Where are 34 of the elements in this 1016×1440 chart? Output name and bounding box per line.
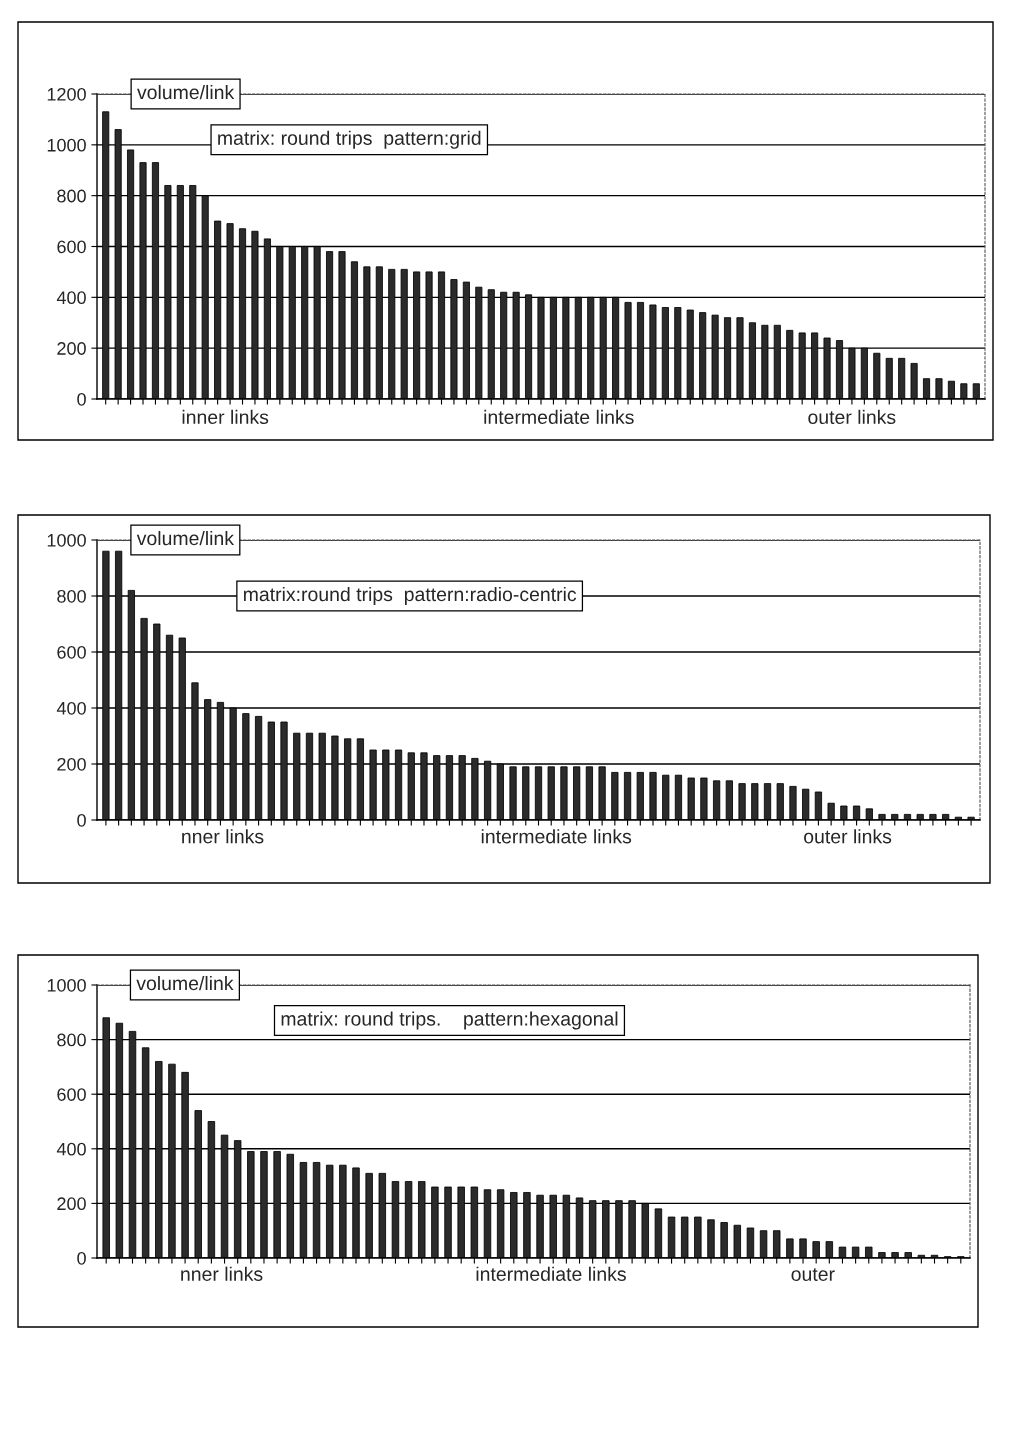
- y-tick-label: 1200: [47, 87, 86, 101]
- text: matrix: round trips pattern:grid: [218, 130, 481, 149]
- y-tick-label: 1000: [47, 978, 86, 992]
- text: matrix: round trips. pattern:hexagonal: [281, 1011, 618, 1030]
- y-tick-label: 400: [56, 1142, 86, 1156]
- y-tick-label: 0: [77, 392, 86, 406]
- y-tick-label: 600: [57, 240, 86, 254]
- y-tick-label: 400: [56, 701, 86, 715]
- text: outer links: [808, 409, 896, 425]
- y-tick-label: 0: [77, 1251, 86, 1265]
- y-tick-label: 200: [57, 757, 86, 771]
- y-axis-title: volume/link: [136, 530, 235, 546]
- text: outer: [791, 1268, 835, 1281]
- y-tick-label: 1000: [47, 533, 86, 547]
- y-tick-label: 800: [57, 589, 86, 603]
- y-tick-label: 800: [57, 189, 86, 203]
- y-tick-label: 600: [57, 1088, 86, 1101]
- y-tick-label: 1000: [47, 138, 86, 152]
- y-tick-label: 0: [77, 813, 86, 827]
- text: intermediate links: [476, 1266, 626, 1281]
- text: inner links: [182, 409, 269, 425]
- y-tick-label: 400: [56, 291, 86, 305]
- text: nner links: [181, 1266, 263, 1281]
- text: intermediate links: [481, 829, 632, 844]
- y-tick-label: 200: [57, 1197, 86, 1211]
- text: matrix:round trips pattern:radio-centric: [243, 586, 577, 606]
- text: intermediate links: [484, 409, 634, 425]
- y-axis-title: volume/link: [136, 975, 234, 991]
- text: nner links: [182, 829, 264, 844]
- text: outer links: [804, 829, 892, 844]
- y-tick-label: 200: [57, 342, 86, 355]
- y-tick-label: 800: [57, 1033, 86, 1047]
- y-tick-label: 600: [57, 645, 86, 659]
- y-axis-title: volume/link: [137, 84, 235, 100]
